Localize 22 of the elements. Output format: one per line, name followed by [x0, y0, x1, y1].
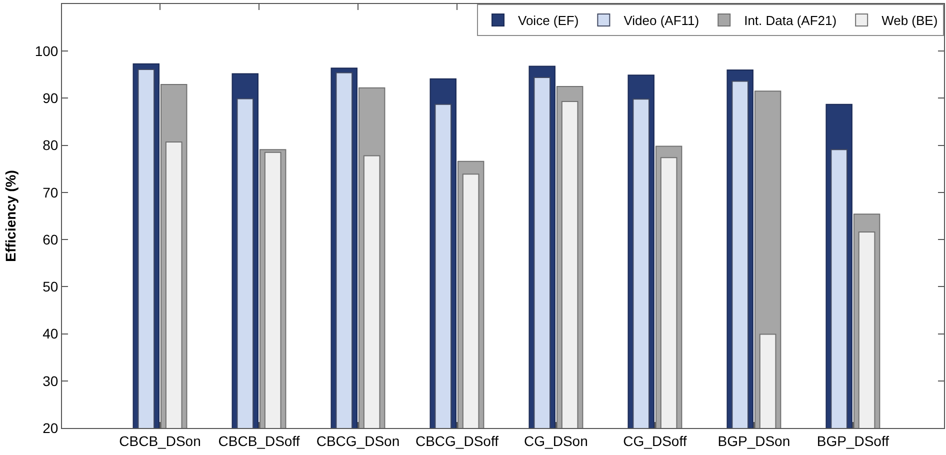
legend-label: Web (BE) — [882, 13, 938, 28]
x-tick-label: CBCB_DSon — [119, 432, 201, 449]
x-tick-label: CBCG_DSoff — [415, 432, 499, 449]
y-tick-label: 50 — [42, 278, 58, 295]
y-tick-label: 20 — [42, 420, 58, 436]
x-tick-label: BGP_DSon — [718, 432, 790, 449]
legend-label: Voice (EF) — [518, 13, 579, 28]
x-tick-label: CG_DSon — [524, 432, 588, 449]
y-tick-label: 30 — [42, 372, 58, 389]
y-tick-label: 60 — [42, 231, 58, 248]
y-tick-label: 70 — [42, 184, 58, 200]
x-tick-label: CBCB_DSoff — [218, 432, 300, 449]
y-axis-title: Efficiency (%) — [2, 170, 18, 262]
legend-label: Int. Data (AF21) — [744, 13, 837, 28]
x-tick-label: CBCG_DSon — [316, 432, 400, 449]
x-tick-label: BGP_DSoff — [816, 432, 890, 449]
legend-label: Video (AF11) — [624, 13, 700, 28]
y-tick-label: 100 — [34, 43, 58, 60]
y-tick-label: 80 — [42, 137, 58, 154]
y-tick-label: 90 — [42, 90, 58, 106]
y-tick-label: 40 — [42, 326, 58, 342]
x-tick-label: CG_DSoff — [623, 432, 687, 449]
